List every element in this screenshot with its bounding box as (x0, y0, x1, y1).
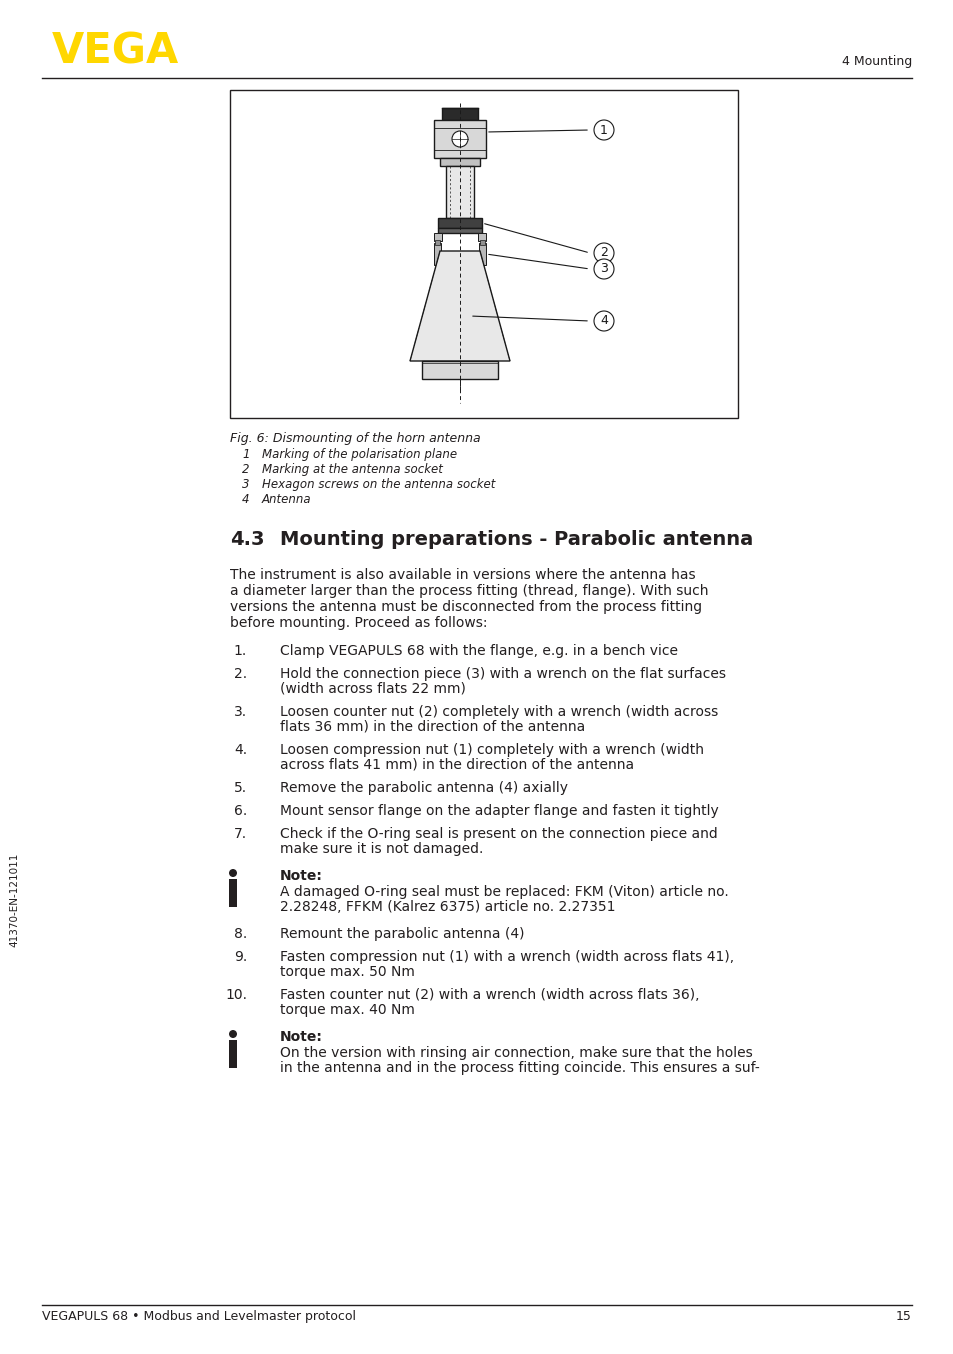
Text: Note:: Note: (280, 1030, 322, 1044)
Bar (479, 240, 484, 245)
Text: Hold the connection piece (3) with a wrench on the flat surfaces: Hold the connection piece (3) with a wre… (280, 668, 725, 681)
Text: flats 36 mm) in the direction of the antenna: flats 36 mm) in the direction of the ant… (280, 720, 584, 734)
Text: across flats 41 mm) in the direction of the antenna: across flats 41 mm) in the direction of … (280, 758, 634, 772)
Bar (435, 240, 439, 245)
Circle shape (452, 131, 468, 148)
Text: Antenna: Antenna (262, 493, 312, 506)
Text: 3.: 3. (233, 705, 247, 719)
Bar (434, 242, 440, 265)
Circle shape (594, 259, 614, 279)
Text: 4: 4 (242, 493, 250, 506)
Text: 10.: 10. (225, 988, 247, 1002)
Text: 4: 4 (599, 314, 607, 328)
Text: 3: 3 (599, 263, 607, 275)
Bar (477, 233, 485, 241)
Bar (434, 233, 441, 241)
Text: On the version with rinsing air connection, make sure that the holes: On the version with rinsing air connecti… (280, 1047, 752, 1060)
Text: torque max. 50 Nm: torque max. 50 Nm (280, 965, 415, 979)
Text: Clamp VEGAPULS 68 with the flange, e.g. in a bench vice: Clamp VEGAPULS 68 with the flange, e.g. … (280, 645, 678, 658)
Text: make sure it is not damaged.: make sure it is not damaged. (280, 842, 483, 856)
Text: VEGA: VEGA (52, 31, 179, 73)
Text: Mounting preparations - Parabolic antenna: Mounting preparations - Parabolic antenn… (280, 529, 753, 548)
Text: 41370-EN-121011: 41370-EN-121011 (9, 853, 19, 948)
Bar (434, 121, 485, 158)
Text: VEGAPULS 68 • Modbus and Levelmaster protocol: VEGAPULS 68 • Modbus and Levelmaster pro… (42, 1311, 355, 1323)
Bar (441, 108, 477, 121)
Text: 1: 1 (242, 448, 250, 460)
Text: Loosen counter nut (2) completely with a wrench (width across: Loosen counter nut (2) completely with a… (280, 705, 718, 719)
Text: 6.: 6. (233, 804, 247, 818)
Circle shape (594, 121, 614, 139)
Text: 7.: 7. (233, 827, 247, 841)
Circle shape (594, 311, 614, 330)
Text: 2.28248, FFKM (Kalrez 6375) article no. 2.27351: 2.28248, FFKM (Kalrez 6375) article no. … (280, 900, 615, 914)
Text: A damaged O-ring seal must be replaced: FKM (Viton) article no.: A damaged O-ring seal must be replaced: … (280, 886, 728, 899)
Polygon shape (410, 250, 510, 362)
Text: Hexagon screws on the antenna socket: Hexagon screws on the antenna socket (262, 478, 495, 492)
Text: a diameter larger than the process fitting (thread, flange). With such: a diameter larger than the process fitti… (230, 584, 708, 598)
Text: 4.: 4. (233, 743, 247, 757)
Bar (421, 362, 497, 379)
Bar (230, 89, 738, 418)
Text: in the antenna and in the process fitting coincide. This ensures a suf-: in the antenna and in the process fittin… (280, 1062, 759, 1075)
Text: 2: 2 (242, 463, 250, 477)
Text: 5.: 5. (233, 781, 247, 795)
Text: versions the antenna must be disconnected from the process fitting: versions the antenna must be disconnecte… (230, 600, 701, 613)
Text: Loosen compression nut (1) completely with a wrench (width: Loosen compression nut (1) completely wi… (280, 743, 703, 757)
Text: 8.: 8. (233, 927, 247, 941)
Text: 1: 1 (599, 123, 607, 137)
Text: Remount the parabolic antenna (4): Remount the parabolic antenna (4) (280, 927, 524, 941)
Bar (229, 1040, 236, 1068)
Bar (446, 167, 474, 218)
Text: 15: 15 (895, 1311, 911, 1323)
Text: Fasten compression nut (1) with a wrench (width across flats 41),: Fasten compression nut (1) with a wrench… (280, 951, 734, 964)
Text: Remove the parabolic antenna (4) axially: Remove the parabolic antenna (4) axially (280, 781, 567, 795)
Text: (width across flats 22 mm): (width across flats 22 mm) (280, 682, 465, 696)
Bar (229, 879, 236, 907)
Bar (439, 158, 479, 167)
Text: 2.: 2. (233, 668, 247, 681)
Text: torque max. 40 Nm: torque max. 40 Nm (280, 1003, 415, 1017)
Text: Check if the O-ring seal is present on the connection piece and: Check if the O-ring seal is present on t… (280, 827, 717, 841)
Bar (437, 218, 481, 227)
Text: before mounting. Proceed as follows:: before mounting. Proceed as follows: (230, 616, 487, 630)
Bar (437, 227, 481, 233)
Text: Note:: Note: (280, 869, 322, 883)
Text: Marking of the polarisation plane: Marking of the polarisation plane (262, 448, 456, 460)
Text: Fasten counter nut (2) with a wrench (width across flats 36),: Fasten counter nut (2) with a wrench (wi… (280, 988, 699, 1002)
Circle shape (229, 869, 236, 877)
Text: Fig. 6: Dismounting of the horn antenna: Fig. 6: Dismounting of the horn antenna (230, 432, 480, 445)
Circle shape (594, 242, 614, 263)
Text: The instrument is also available in versions where the antenna has: The instrument is also available in vers… (230, 567, 695, 582)
Text: Mount sensor flange on the adapter flange and fasten it tightly: Mount sensor flange on the adapter flang… (280, 804, 718, 818)
Text: Marking at the antenna socket: Marking at the antenna socket (262, 463, 442, 477)
Text: 1.: 1. (233, 645, 247, 658)
Text: 3: 3 (242, 478, 250, 492)
Text: 4.3: 4.3 (230, 529, 264, 548)
Bar (478, 242, 485, 265)
Text: 2: 2 (599, 246, 607, 260)
Text: 4 Mounting: 4 Mounting (841, 56, 911, 68)
Circle shape (229, 1030, 236, 1039)
Text: 9.: 9. (233, 951, 247, 964)
